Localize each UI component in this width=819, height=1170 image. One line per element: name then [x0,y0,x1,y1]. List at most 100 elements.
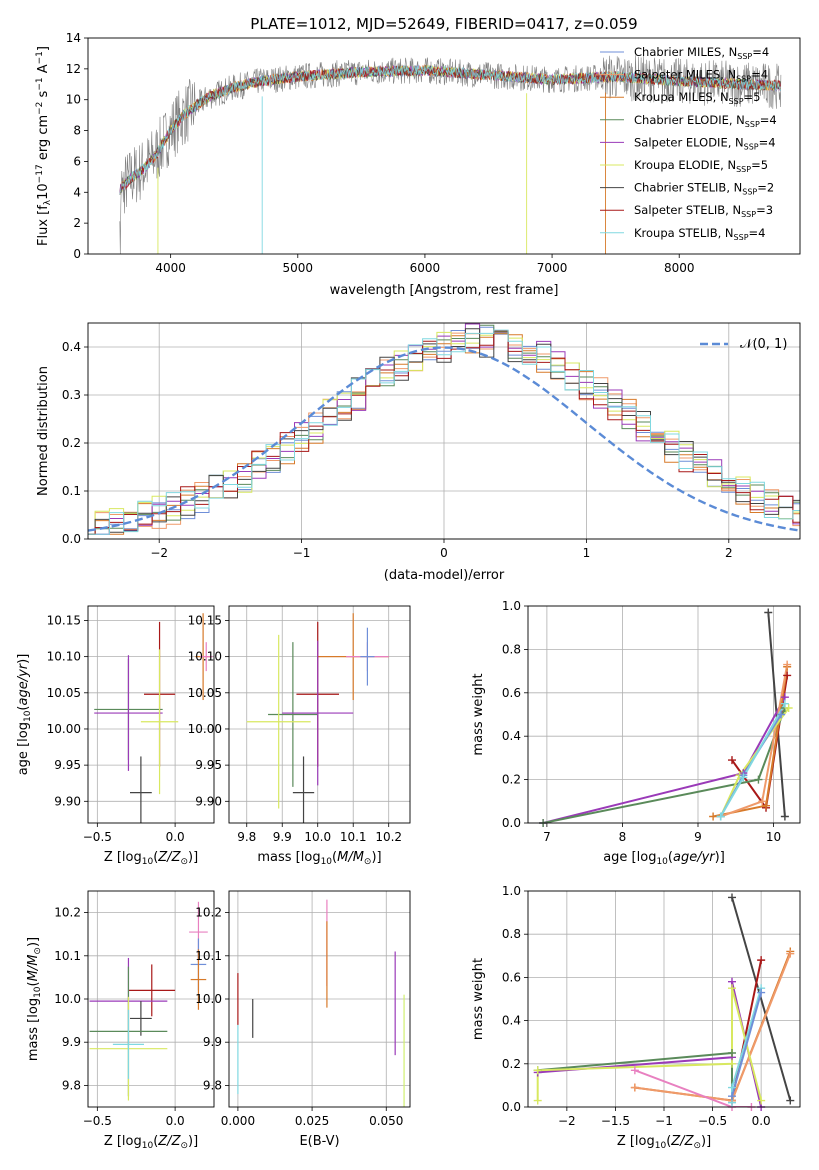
label-part: =4 [760,113,777,127]
label-part: Z [log [104,850,142,865]
weight-series [731,992,763,1097]
y-tick-label: 0.1 [62,484,81,498]
y-tick-label: 10.05 [188,686,222,700]
y-axis-label: mass weight [471,958,486,1040]
x-tick-label: 1 [583,546,591,560]
y-tick-label: 10 [66,93,81,107]
label-part: Salpeter STELIB, N [634,203,741,217]
y-axis-label: Flux [fλ10−17 erg cm−2 s−1 A−1] [35,46,53,246]
model-trace [119,65,781,195]
y-tick-label: 1.0 [502,599,521,613]
x-tick-label: 7 [543,830,551,844]
weight-marker [728,1059,736,1068]
weight-marker [754,775,763,784]
y-tick-label: 2 [73,216,81,230]
axes-frame [228,605,411,824]
x-tick-label: 0.0 [166,1114,185,1128]
label-part: )] [701,1134,711,1149]
y-tick-label: 10.0 [54,992,81,1006]
histogram-series [88,329,800,535]
label-part: age/yr [673,850,716,865]
label-part: 10 [36,183,51,200]
label-part: −2 [35,102,45,115]
y-tick-label: 10.1 [195,949,222,963]
label-part: =4 [759,135,776,149]
weight-lines [542,612,790,823]
weight-marker [780,812,789,821]
x-tick-label: 0 [440,546,448,560]
legend-entry: Kroupa ELODIE, NSSP=5 [634,158,768,174]
weight-marker [764,608,773,617]
label-part: M/M [337,850,364,865]
y-tick-label: 0.4 [62,340,81,354]
label-part: Chabrier ELODIE, N [634,113,745,127]
weight-marker [739,773,748,782]
x-tick-label: −1 [655,1114,673,1128]
label-part: =3 [756,203,773,217]
y-tick-label: 10.2 [54,906,81,920]
error-bars [246,613,389,823]
histogram-series [88,328,800,535]
error-bars [89,901,208,1101]
y-tick-label: 10.00 [188,722,222,736]
weight-marker [780,699,789,708]
label-part: Flux [f [36,205,51,246]
x-tick-label: 9.8 [237,830,256,844]
axes-frame [527,890,801,1108]
label-part: ⊙ [180,857,188,867]
label-part: Z/Z [670,1134,694,1149]
x-tick-label: 7000 [537,261,568,275]
label-part: )] [371,850,381,865]
label-part: 10 [33,986,43,998]
figure-title: PLATE=1012, MJD=52649, FIBERID=0417, z=0… [250,15,637,33]
legend-entry: Kroupa STELIB, NSSP=4 [634,226,765,242]
weight-marker [762,801,770,810]
histogram-steps [88,323,800,535]
label-part: SSP [736,165,751,174]
y-tick-label: 10.00 [47,722,81,736]
label-part: ⊙ [180,1141,188,1151]
legend-entry: Chabrier STELIB, NSSP=2 [634,181,774,197]
y-tick-label: 0 [73,247,81,261]
age-vs-Z-panel: −0.5 0.0 9.90 9.95 10.00 10.05 10.10 10.15 Z [lo… [16,605,215,867]
y-tick-label: 0.6 [502,686,521,700]
y-axis-label: mass [log10(M/M⊙)] [26,937,43,1061]
label-part: =4 [752,45,769,59]
x-tick-label: −1 [293,546,311,560]
label-part: −1 [35,77,45,90]
label-part: E(B-V) [299,1134,339,1149]
y-tick-label: 10.15 [47,613,81,627]
weight-marker [533,1096,542,1105]
weight-marker [630,1066,639,1075]
label-part: ( [666,1134,671,1149]
label-part: 10 [655,1141,667,1151]
label-part: ( [153,850,158,865]
label-part: ( [153,1134,158,1149]
x-tick-label: −1.5 [601,1114,630,1128]
x-tick-label: 0.0 [166,830,185,844]
weight-series [731,897,792,1101]
histogram-series [88,330,800,535]
label-part: ⊙ [364,857,372,867]
weight-marker [777,710,786,719]
y-tick-label: 9.95 [54,758,81,772]
legend-entry: Kroupa MILES, NSSP=5 [634,90,760,106]
y-tick-label: 9.8 [62,1078,81,1092]
x-tick-label: 8 [619,830,627,844]
weight-series [536,987,763,1101]
y-tick-label: 0.2 [62,436,81,450]
x-axis-label: Z [log10(Z/Z⊙)] [104,850,198,867]
normal-curve [88,346,800,532]
weight-series [542,696,786,823]
label-part: 10 [142,857,154,867]
label-part: Z/Z [157,1134,181,1149]
weight-marker [783,671,792,680]
x-tick-label: 10.2 [375,830,402,844]
y-tick-label: 0.8 [502,927,521,941]
label-part: mass [log [26,998,41,1061]
x-tick-label: 10.0 [304,830,331,844]
spectrum-traces [119,55,782,254]
x-tick-label: 9.9 [273,830,292,844]
y-tick-label: 10.15 [188,613,222,627]
